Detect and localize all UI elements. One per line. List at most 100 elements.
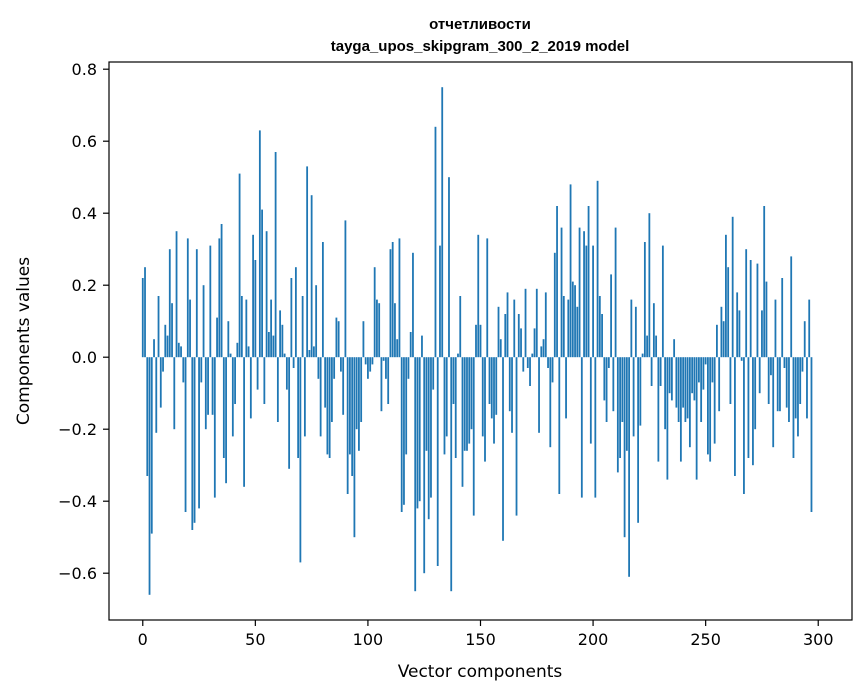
- bar: [628, 357, 630, 577]
- bar: [801, 357, 804, 372]
- bar: [319, 357, 322, 437]
- bar: [303, 357, 306, 437]
- bar: [704, 357, 707, 365]
- bar: [434, 126, 437, 358]
- bar: [425, 357, 428, 451]
- bar: [153, 339, 155, 358]
- bar: [270, 299, 273, 358]
- bar: [540, 346, 543, 358]
- bar: [238, 173, 241, 358]
- bar: [725, 234, 727, 358]
- bar: [632, 357, 635, 437]
- bar: [639, 357, 642, 426]
- bar: [371, 357, 374, 365]
- bar: [403, 357, 405, 505]
- bar: [331, 357, 333, 422]
- bar: [763, 206, 766, 358]
- bar: [186, 238, 189, 358]
- bar: [247, 346, 250, 358]
- bar: [538, 357, 540, 433]
- bar: [792, 357, 795, 458]
- bar: [743, 357, 745, 494]
- bar-series: [141, 87, 813, 595]
- bar: [297, 357, 300, 458]
- bar: [472, 357, 475, 516]
- bar: [551, 357, 554, 383]
- bar: [499, 339, 502, 358]
- bar: [788, 357, 790, 422]
- bar: [168, 249, 171, 358]
- bar: [565, 357, 567, 419]
- bar: [531, 353, 534, 358]
- bar: [276, 357, 279, 422]
- bar: [722, 321, 725, 358]
- bar: [605, 357, 608, 422]
- bar: [517, 314, 520, 358]
- bar: [475, 324, 477, 358]
- bar: [227, 321, 230, 358]
- x-tick-label: 150: [465, 630, 496, 649]
- bar: [688, 357, 691, 448]
- bar: [376, 299, 378, 358]
- bar: [159, 357, 162, 408]
- bar: [184, 357, 187, 512]
- bar: [236, 342, 239, 358]
- bar: [162, 357, 164, 372]
- bar: [544, 292, 547, 358]
- bar: [745, 249, 748, 358]
- bar: [240, 296, 243, 358]
- bar: [261, 209, 263, 358]
- bar: [738, 310, 741, 358]
- bar: [693, 357, 696, 401]
- bar: [285, 357, 288, 390]
- bar: [414, 357, 417, 592]
- bar: [355, 357, 358, 430]
- bar: [535, 288, 538, 358]
- bar: [731, 216, 734, 358]
- bar: [263, 357, 266, 404]
- bar: [761, 310, 763, 358]
- bar: [783, 357, 786, 368]
- bar: [589, 357, 592, 444]
- x-tick-label: 200: [578, 630, 609, 649]
- bar: [504, 314, 507, 358]
- bar: [713, 357, 716, 444]
- bar: [727, 267, 730, 358]
- bar: [508, 357, 511, 412]
- bar: [765, 281, 768, 358]
- bar: [481, 357, 484, 437]
- bar: [547, 357, 549, 368]
- bar: [587, 206, 590, 358]
- bar: [213, 357, 216, 498]
- bar: [623, 357, 626, 538]
- y-tick-label: 0.8: [72, 60, 97, 79]
- bar: [391, 242, 394, 358]
- bar: [574, 285, 576, 358]
- bar: [421, 335, 423, 358]
- bar: [310, 195, 313, 358]
- bar: [398, 238, 401, 358]
- bar: [358, 357, 360, 451]
- x-axis-label: Vector components: [398, 662, 563, 682]
- bar: [502, 357, 504, 541]
- bar: [351, 357, 354, 476]
- bar: [265, 231, 268, 358]
- bar: [711, 357, 714, 383]
- bar: [180, 346, 182, 358]
- bar: [612, 357, 615, 412]
- bar: [806, 357, 808, 419]
- bar: [385, 357, 387, 379]
- bar: [234, 357, 236, 404]
- bar: [279, 310, 282, 358]
- bar: [321, 242, 324, 358]
- bar: [576, 306, 579, 358]
- bar: [218, 238, 221, 358]
- bar: [698, 357, 700, 383]
- bar: [470, 357, 473, 430]
- bar: [243, 357, 245, 487]
- bar: [493, 357, 495, 444]
- x-tick-label: 300: [803, 630, 834, 649]
- bar: [511, 357, 513, 433]
- bar: [463, 357, 466, 451]
- bar: [144, 267, 146, 358]
